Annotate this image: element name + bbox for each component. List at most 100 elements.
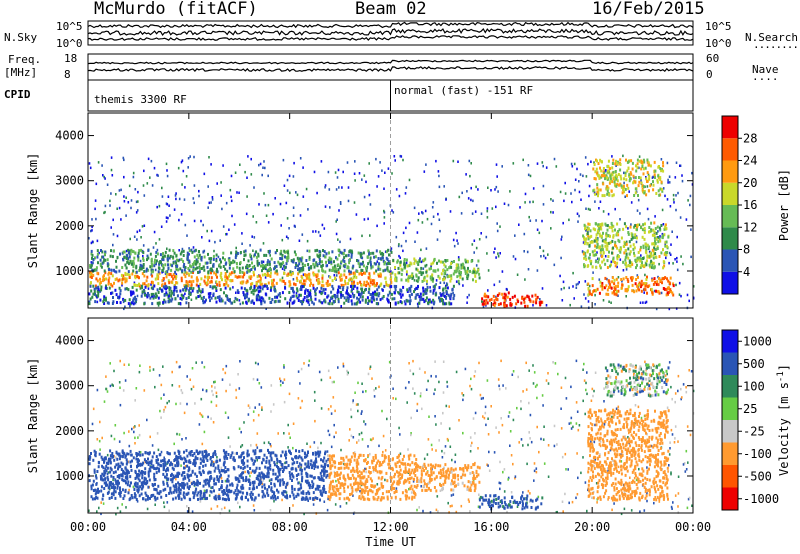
- velocity-noise-cell: [533, 462, 536, 465]
- power-feature-cell: [242, 275, 245, 279]
- power-feature-cell: [155, 250, 158, 254]
- power-noise-cell: [415, 279, 418, 282]
- power-feature-cell: [615, 244, 618, 248]
- velocity-noise-cell: [115, 456, 117, 459]
- velocity-feature-cell: [164, 463, 167, 467]
- power-noise-cell: [121, 284, 123, 287]
- power-feature-cell: [351, 278, 354, 282]
- power-feature-cell: [168, 256, 171, 260]
- power-feature-cell: [219, 288, 222, 292]
- power-feature-cell: [401, 268, 404, 272]
- power-noise-cell: [363, 174, 366, 177]
- velocity-noise-cell: [323, 500, 326, 503]
- power-noise-cell: [678, 281, 681, 285]
- power-feature-cell: [246, 289, 249, 293]
- power-feature-cell: [209, 299, 211, 303]
- power-feature-cell: [186, 284, 189, 288]
- power-feature-cell: [425, 291, 428, 295]
- velocity-feature-cell: [281, 466, 284, 470]
- velocity-noise-cell: [638, 467, 640, 471]
- power-feature-cell: [364, 300, 367, 304]
- velocity-feature-cell: [325, 475, 328, 479]
- power-feature-cell: [356, 296, 359, 300]
- power-feature-cell: [332, 268, 335, 272]
- power-feature-cell: [400, 295, 403, 299]
- power-feature-cell: [645, 278, 648, 281]
- velocity-noise-cell: [360, 431, 363, 435]
- power-feature-cell: [648, 254, 651, 258]
- power-noise-cell: [552, 199, 554, 202]
- power-feature-cell: [341, 288, 344, 291]
- power-feature-cell: [448, 301, 451, 305]
- power-feature-cell: [259, 248, 262, 252]
- power-noise-cell: [678, 293, 681, 296]
- power-noise-cell: [229, 188, 232, 192]
- power-feature-cell: [319, 260, 321, 264]
- power-feature-cell: [631, 236, 634, 240]
- velocity-noise-cell: [252, 377, 255, 381]
- power-feature-cell: [294, 283, 297, 287]
- velocity-feature-cell: [302, 490, 305, 494]
- power-noise-cell: [187, 166, 189, 169]
- power-feature-cell: [212, 292, 215, 296]
- power-feature-cell: [656, 247, 659, 250]
- power-feature-cell: [344, 262, 347, 266]
- power-noise-cell: [672, 193, 675, 197]
- power-noise-cell: [665, 256, 667, 260]
- velocity-noise-cell: [576, 493, 579, 496]
- power-noise-cell: [167, 216, 169, 220]
- velocity-noise-cell: [477, 505, 480, 508]
- power-feature-cell: [244, 295, 247, 299]
- power-noise-cell: [124, 305, 126, 308]
- power-noise-cell: [574, 178, 577, 181]
- power-noise-cell: [152, 246, 155, 249]
- power-feature-cell: [171, 291, 174, 295]
- velocity-feature-cell: [125, 462, 128, 466]
- power-feature-cell: [431, 279, 434, 283]
- power-feature-cell: [154, 258, 156, 262]
- power-feature-cell: [286, 251, 289, 255]
- power-feature-cell: [261, 269, 263, 273]
- power-feature-cell: [257, 279, 260, 283]
- power-noise-cell: [109, 204, 111, 207]
- power-feature-cell: [418, 271, 421, 274]
- power-feature-cell: [594, 222, 597, 226]
- power-feature-cell: [241, 266, 244, 270]
- power-feature-cell: [128, 255, 131, 259]
- velocity-noise-cell: [439, 489, 442, 492]
- velocity-noise-cell: [412, 359, 414, 363]
- power-feature-cell: [301, 276, 304, 280]
- power-noise-cell: [202, 223, 204, 227]
- power-feature-cell: [353, 280, 355, 284]
- power-noise-cell: [640, 254, 642, 257]
- power-feature-cell: [168, 273, 171, 277]
- power-noise-cell: [536, 269, 539, 272]
- velocity-noise-cell: [163, 456, 165, 459]
- power-feature-cell: [412, 275, 415, 279]
- power-feature-cell: [617, 284, 619, 288]
- power-feature-cell: [120, 273, 123, 277]
- power-feature-cell: [665, 240, 668, 244]
- power-feature-cell: [622, 184, 625, 188]
- power-feature-cell: [592, 227, 595, 231]
- power-feature-cell: [200, 267, 203, 270]
- power-noise-cell: [391, 209, 393, 212]
- power-feature-cell: [251, 282, 254, 286]
- power-noise-cell: [559, 190, 562, 194]
- velocity-feature-cell: [272, 468, 275, 472]
- power-feature-cell: [636, 166, 639, 170]
- power-feature-cell: [119, 301, 122, 305]
- velocity-noise-cell: [361, 438, 364, 441]
- velocity-noise-cell: [107, 471, 110, 474]
- power-feature-cell: [150, 286, 153, 290]
- power-feature-cell: [427, 298, 430, 302]
- power-feature-cell: [440, 272, 443, 276]
- velocity-noise-cell: [685, 390, 688, 394]
- power-feature-cell: [322, 269, 325, 273]
- power-feature-cell: [266, 269, 269, 273]
- power-feature-cell: [628, 173, 631, 177]
- power-feature-cell: [477, 268, 480, 272]
- power-feature-cell: [186, 255, 189, 259]
- power-feature-cell: [161, 283, 164, 287]
- power-noise-cell: [424, 209, 427, 213]
